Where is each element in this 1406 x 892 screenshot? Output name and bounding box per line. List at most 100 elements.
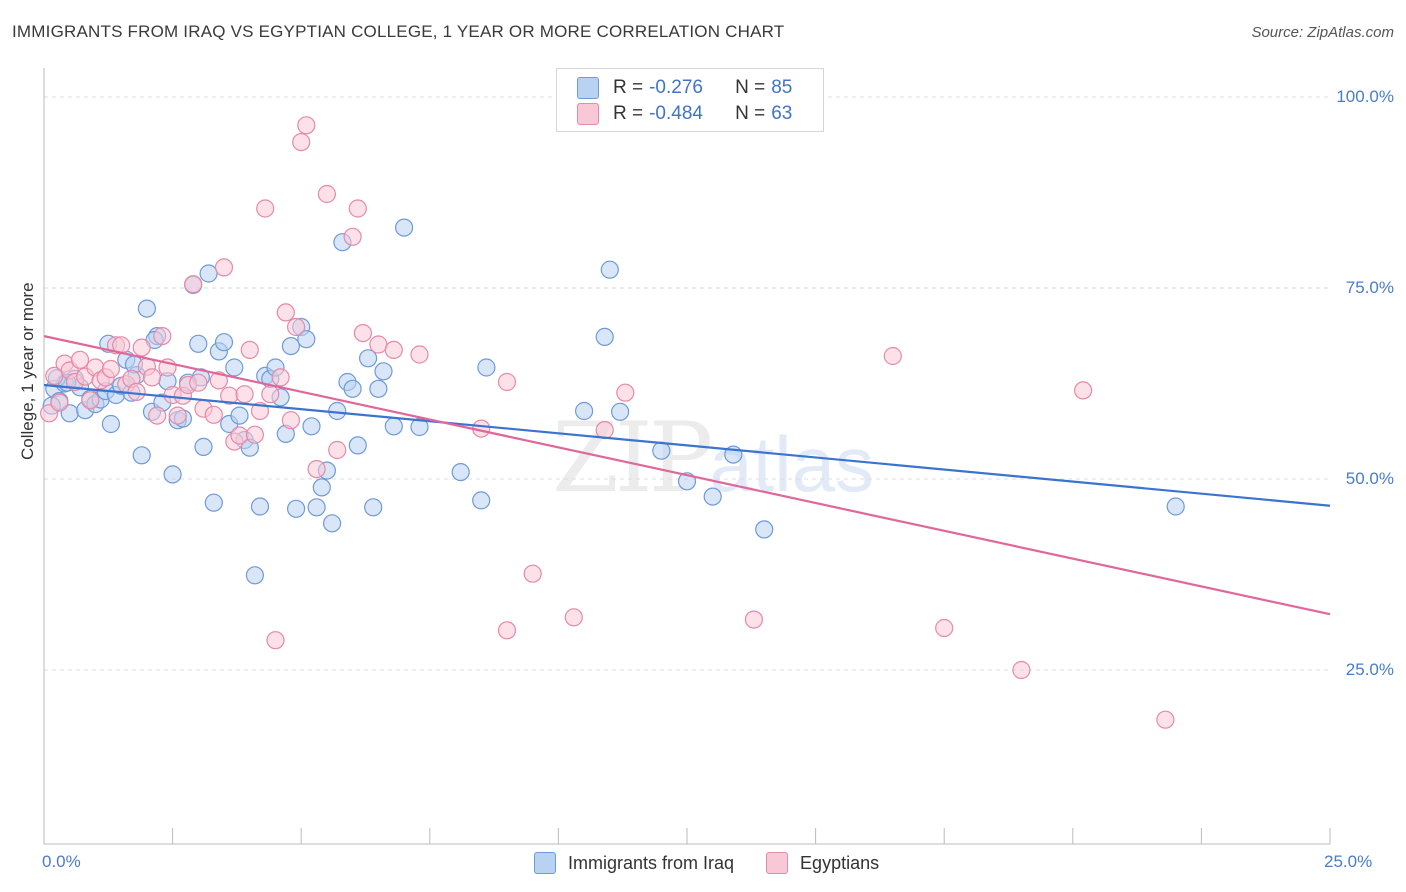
iraq-point [132,446,151,465]
legend-row-iraq: R = -0.276 N = 85 [577,77,792,99]
iraq-point [343,379,362,398]
y-tick-label: 50.0% [1345,469,1394,488]
iraq-point [703,487,722,506]
legend-item-egypt[interactable]: Egyptians [766,852,879,874]
egypt-point [497,372,517,392]
egypt-point [70,350,90,369]
legend-item-iraq[interactable]: Immigrants from Iraq [534,852,734,874]
legend-swatch-egypt [577,103,599,125]
iraq-point [652,441,671,460]
iraq-point [451,463,470,482]
legend-swatch-egypt [766,852,789,874]
egypt-point [497,621,517,640]
legend-r-value: -0.484 [649,103,703,124]
egypt-point [204,405,223,424]
iraq-point [297,330,316,349]
iraq-point [610,402,630,421]
iraq-point [204,493,223,512]
egypt-trend-line [43,335,1331,616]
iraq-point [477,358,496,377]
legend-label-iraq: Immigrants from Iraq [568,852,735,873]
egypt-point [353,324,372,343]
iraq-point [281,337,300,356]
watermark-zip: ZIP [552,402,713,514]
iraq-point [137,299,156,318]
iraq-point [225,358,244,377]
stats-legend: R = -0.276 N = 85 R = -0.484 N = 63 [556,68,824,132]
egypt-point [564,608,583,627]
egypt-point [101,359,121,379]
iraq-point [302,417,321,436]
egypt-point [132,338,151,357]
x-tick-label: 0.0% [42,852,81,871]
egypt-point [50,393,69,412]
egypt-point [307,460,326,479]
egypt-point [297,116,316,135]
egypt-point [245,425,264,444]
iraq-point [600,260,619,279]
iraq-point [359,349,378,368]
iraq-point [395,218,414,237]
legend-r-label: R = [613,103,644,124]
egypt-point [292,133,311,152]
y-tick-label: 25.0% [1345,660,1394,679]
egypt-point [209,371,228,390]
iraq-point [472,491,491,510]
iraq-point [1166,497,1185,516]
iraq-point [287,499,306,518]
legend-row-egypt: R = -0.484 N = 63 [577,103,792,125]
egypt-point [1073,381,1093,400]
series-legend: Immigrants from Iraq Egyptians [534,852,911,874]
iraq-point [595,327,614,346]
egypt-point [410,345,429,364]
egypt-point [256,199,275,218]
iraq-point [323,514,342,533]
chart-title: IMMIGRANTS FROM IRAQ VS EGYPTIAN COLLEGE… [12,22,785,41]
egypt-point [235,385,254,404]
iraq-point [250,497,270,516]
egypt-point [328,440,347,460]
iraq-point [199,264,218,283]
iraq-point [369,379,388,398]
source-credit: Source: ZipAtlas.com [1251,24,1394,41]
egypt-point [81,391,100,410]
egypt-point [883,346,902,366]
gridlines [44,96,1330,671]
iraq-point [214,333,234,352]
egypt-point [744,610,764,629]
egypt-point [1156,710,1175,729]
y-tick-label: 100.0% [1336,87,1394,106]
iraq-point [755,520,774,539]
trend-lines [43,335,1331,616]
iraq-point [245,566,264,585]
iraq-trend-line [43,383,1331,507]
egypt-point [935,618,954,638]
egypt-point [261,385,280,404]
egypt-point [168,406,187,425]
iraq-point [163,465,182,484]
egypt-point [142,368,162,387]
iraq-point [189,334,208,353]
legend-n-label: N = [735,103,766,124]
egypt-point [384,340,403,359]
egypt-point [317,184,336,204]
iraq-point [101,414,121,434]
legend-label-egypt: Egyptians [800,852,880,873]
iraq-point [384,417,403,436]
egypt-point [153,327,172,346]
egypt-point [266,631,285,650]
iraq-point [364,498,383,517]
legend-n-label: N = [735,77,766,98]
series-egypt-points [39,116,1175,729]
egypt-point [287,317,306,337]
legend-n-value: 85 [771,77,793,98]
legend-n-value: 63 [771,103,793,124]
watermark: ZIPatlas [552,402,874,514]
y-tick-label: 75.0% [1345,278,1394,297]
egypt-point [281,411,300,430]
egypt-point [230,426,249,445]
egypt-point [343,227,362,246]
egypt-point [276,303,295,322]
egypt-point [184,275,203,294]
